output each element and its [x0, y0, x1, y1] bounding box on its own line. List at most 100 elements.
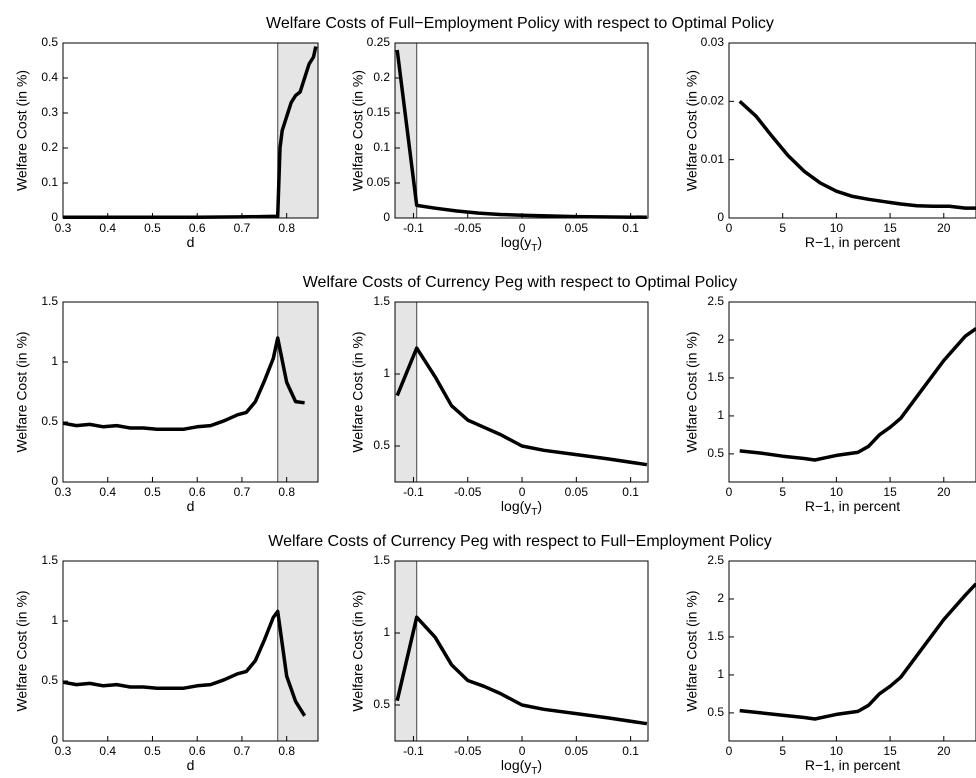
y-tick-label: 0	[383, 210, 390, 224]
y-tick-label: 2.5	[707, 553, 724, 567]
y-tick-label: 1	[717, 667, 724, 681]
y-tick-label: 0.25	[367, 35, 391, 49]
x-tick-label: 20	[937, 744, 951, 758]
x-tick-label: 10	[830, 744, 844, 758]
x-tick-label: 0.8	[278, 485, 295, 499]
axes-box	[728, 42, 976, 219]
data-line	[62, 336, 305, 431]
data-line	[739, 582, 976, 721]
shaded-region	[394, 560, 418, 742]
x-axis-label: log(yT)	[501, 757, 542, 777]
x-tick-label: 0.5	[144, 485, 161, 499]
y-tick-label: 0.5	[41, 35, 58, 49]
y-tick-label: 0.2	[373, 70, 390, 84]
axes-box	[394, 42, 649, 219]
y-tick-label: 0.5	[707, 705, 724, 719]
y-tick-label: 0	[51, 733, 58, 747]
x-tick-label: 0.6	[189, 744, 206, 758]
x-tick-label: 0.5	[144, 744, 161, 758]
x-tick-label: 5	[779, 221, 786, 235]
y-axis-label: Welfare Cost (in %)	[350, 70, 366, 191]
x-tick-label: 15	[883, 744, 897, 758]
x-tick-label: -0.1	[403, 221, 424, 235]
x-tick-label: 0.7	[234, 744, 251, 758]
y-tick-label: 0.03	[701, 35, 725, 49]
data-line	[63, 46, 318, 220]
y-tick-label: 0.02	[701, 94, 725, 108]
x-tick-label: 0	[726, 485, 733, 499]
y-tick-label: 1	[51, 613, 58, 627]
x-axis-label-part: R−1, in percent	[805, 757, 900, 773]
x-axis-label: R−1, in percent	[805, 234, 900, 250]
y-tick-label: 0.01	[701, 152, 725, 166]
x-tick-label: 15	[883, 221, 897, 235]
y-tick-label: 0.15	[367, 105, 391, 119]
y-tick-label: 1	[383, 366, 390, 380]
x-axis-label-part: R−1, in percent	[805, 234, 900, 250]
y-tick-label: 1.5	[373, 553, 390, 567]
x-tick-label: 0.4	[99, 485, 116, 499]
y-tick-label: 0.3	[41, 105, 58, 119]
y-axis-label: Welfare Cost (in %)	[14, 590, 30, 711]
x-tick-label: 0	[519, 744, 526, 758]
y-axis-label: Welfare Cost (in %)	[684, 590, 700, 711]
axes-box	[394, 301, 649, 483]
y-tick-label: 0.5	[41, 414, 58, 428]
x-axis-label-part: T	[531, 766, 537, 777]
axes-box	[62, 560, 319, 742]
x-tick-label: 10	[830, 221, 844, 235]
y-tick-label: 2	[717, 591, 724, 605]
y-tick-label: 0.4	[41, 70, 58, 84]
y-tick-label: 0.5	[707, 446, 724, 460]
shaded-region	[277, 301, 319, 483]
x-axis-label-part: d	[187, 757, 195, 773]
y-tick-label: 0.5	[41, 673, 58, 687]
x-tick-label: 0.05	[565, 744, 589, 758]
x-tick-label: 0.7	[234, 221, 251, 235]
y-tick-label: 2.5	[707, 294, 724, 308]
x-tick-label: 0.7	[234, 485, 251, 499]
x-tick-label: -0.05	[454, 221, 482, 235]
x-tick-label: 5	[779, 744, 786, 758]
y-axis-label: Welfare Cost (in %)	[350, 590, 366, 711]
y-tick-label: 1	[383, 625, 390, 639]
y-axis-label: Welfare Cost (in %)	[684, 331, 700, 452]
y-tick-label: 0	[717, 210, 724, 224]
y-tick-label: 0.5	[373, 438, 390, 452]
x-axis-label: d	[187, 498, 195, 514]
x-tick-label: 10	[830, 485, 844, 499]
x-tick-label: 15	[883, 485, 897, 499]
row-title: Welfare Costs of Currency Peg with respe…	[268, 533, 771, 550]
x-axis-label-part: T	[531, 507, 537, 518]
x-axis-label: R−1, in percent	[805, 498, 900, 514]
x-axis-label: R−1, in percent	[805, 757, 900, 773]
y-tick-label: 1.5	[707, 629, 724, 643]
x-tick-label: 0.3	[55, 744, 72, 758]
x-tick-label: 5	[779, 485, 786, 499]
y-tick-label: 0.2	[41, 140, 58, 154]
shaded-region	[277, 42, 319, 219]
x-axis-label: log(yT)	[501, 498, 542, 518]
x-tick-label: 0.5	[144, 221, 161, 235]
y-tick-label: 0.1	[41, 175, 58, 189]
y-tick-label: 1	[51, 354, 58, 368]
x-tick-label: 0.05	[565, 485, 589, 499]
x-tick-label: -0.1	[403, 485, 424, 499]
x-axis-label-part: )	[537, 498, 542, 514]
x-tick-label: 0.4	[99, 744, 116, 758]
x-tick-label: 0.3	[55, 221, 72, 235]
x-axis-label-part: R−1, in percent	[805, 498, 900, 514]
x-axis-label-part: )	[537, 234, 542, 250]
y-tick-label: 0.5	[373, 697, 390, 711]
x-axis-label: d	[187, 234, 195, 250]
x-axis-label-part: )	[537, 757, 542, 773]
y-axis-label: Welfare Cost (in %)	[14, 70, 30, 191]
y-tick-label: 1.5	[41, 553, 58, 567]
x-axis-label: log(yT)	[501, 234, 542, 254]
x-tick-label: 0	[726, 744, 733, 758]
axes-box	[62, 42, 319, 219]
x-axis-label: d	[187, 757, 195, 773]
y-tick-label: 0.05	[367, 175, 391, 189]
x-tick-label: -0.05	[454, 744, 482, 758]
